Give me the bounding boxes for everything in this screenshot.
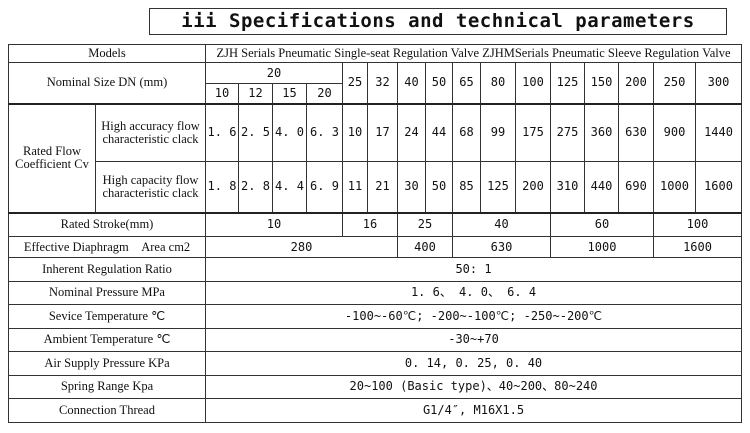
dn-value: 100 (515, 62, 551, 104)
cv-value: 50 (425, 161, 453, 213)
stroke-label: Rated Stroke(mm) (8, 211, 206, 237)
cv-value: 125 (480, 161, 516, 213)
cv-value: 1. 6 (205, 102, 239, 162)
table-row: Spring Range Kpa 20~100 (Basic type)、40~2… (8, 374, 743, 399)
cv-value: 6. 3 (306, 102, 343, 162)
cv-value: 630 (618, 102, 654, 162)
dn-value: 10 (205, 83, 239, 104)
table-row: Ambient Temperature ℃ -30~+70 (8, 327, 743, 352)
cv-value: 17 (367, 102, 398, 162)
table-row: Connection Thread G1/4″, M16X1.5 (8, 398, 743, 423)
page-title: iii Specifications and technical paramet… (149, 8, 727, 35)
dn-value: 25 (342, 62, 368, 104)
cv-type-label: High capacity flow characteristic clack (95, 161, 206, 213)
cv-label: Rated Flow Coefficient Cv (8, 102, 96, 213)
cv-value: 4. 0 (272, 102, 307, 162)
cv-value: 2. 8 (238, 161, 273, 213)
cv-type-label: High accuracy flow characteristic clack (95, 102, 206, 162)
stroke-value: 60 (550, 211, 654, 237)
param-label: Spring Range Kpa (8, 374, 206, 399)
cv-value: 1000 (653, 161, 696, 213)
cv-value: 68 (452, 102, 481, 162)
cv-value: 900 (653, 102, 696, 162)
cv-value: 310 (550, 161, 585, 213)
cv-value: 85 (452, 161, 481, 213)
param-value: 0. 14, 0. 25, 0. 40 (204, 351, 743, 376)
param-value: 20~100 (Basic type)、40~200、80~240 (204, 374, 743, 399)
cv-value: 1. 8 (205, 161, 239, 213)
dn-value: 250 (653, 62, 696, 104)
dn-value: 40 (397, 62, 426, 104)
cv-value: 6. 9 (306, 161, 343, 213)
cv-value: 690 (618, 161, 654, 213)
dn-group: 20 (205, 62, 343, 84)
models-value: ZJH Serials Pneumatic Single-seat Regula… (204, 44, 743, 63)
dn-value: 12 (238, 83, 273, 104)
cv-value: 24 (397, 102, 426, 162)
table-row: Rated Stroke(mm) 10 16 25 40 60 100 (8, 211, 743, 237)
param-label: Nominal Pressure MPa (8, 280, 206, 305)
area-value: 400 (397, 236, 453, 258)
cv-value: 175 (515, 102, 551, 162)
cv-value: 4. 4 (272, 161, 307, 213)
table-row: Nominal Size DN (mm) 20 25 32 40 50 65 80 100 125… (8, 62, 743, 104)
cv-value: 360 (584, 102, 619, 162)
table-row: Air Supply Pressure KPa 0. 14, 0. 25, 0. … (8, 351, 743, 376)
dn-value: 125 (550, 62, 585, 104)
cv-value: 30 (397, 161, 426, 213)
param-value: 1. 6、 4. 0、 6. 4 (204, 280, 743, 305)
dn-value: 32 (367, 62, 398, 104)
stroke-value: 100 (652, 211, 743, 237)
cv-value: 440 (584, 161, 619, 213)
table-row: Sevice Temperature ℃ -100~-60℃; -200~-100… (8, 304, 743, 329)
param-label: Ambient Temperature ℃ (8, 327, 206, 352)
cv-value: 1600 (694, 161, 743, 213)
cv-value: 10 (342, 102, 368, 162)
table-row: Models ZJH Serials Pneumatic Single-seat … (8, 44, 743, 63)
param-label: Connection Thread (8, 398, 206, 423)
cv-value: 2. 5 (238, 102, 273, 162)
area-value: 280 (205, 236, 398, 258)
spec-table: Models ZJH Serials Pneumatic Single-seat … (8, 44, 743, 423)
models-label: Models (8, 44, 206, 63)
dn-value: 50 (425, 62, 453, 104)
dn-value: 20 (306, 83, 343, 104)
table-row: Inherent Regulation Ratio 50: 1 (8, 257, 743, 282)
dn-value: 65 (452, 62, 481, 104)
param-value: 50: 1 (204, 257, 743, 282)
param-value: -100~-60℃; -200~-100℃; -250~-200℃ (204, 304, 743, 329)
area-label: Effective Diaphragm Area cm2 (8, 236, 206, 258)
dn-value: 300 (694, 62, 743, 104)
stroke-value: 16 (342, 211, 398, 237)
stroke-value: 10 (205, 211, 343, 237)
cv-value: 21 (367, 161, 398, 213)
cv-value: 1440 (694, 102, 743, 162)
param-value: -30~+70 (204, 327, 743, 352)
cv-value: 44 (425, 102, 453, 162)
dn-value: 200 (618, 62, 654, 104)
stroke-value: 25 (397, 211, 453, 237)
param-label: Inherent Regulation Ratio (8, 257, 206, 282)
area-value: 1600 (652, 236, 743, 258)
param-label: Sevice Temperature ℃ (8, 304, 206, 329)
cv-value: 275 (550, 102, 585, 162)
dn-label: Nominal Size DN (mm) (8, 62, 206, 104)
table-row: Rated Flow Coefficient Cv High accuracy f… (8, 102, 743, 213)
cv-value: 11 (342, 161, 368, 213)
table-row: High capacity flow characteristic clack 1… (9, 161, 743, 213)
table-row: Nominal Pressure MPa 1. 6、 4. 0、 6. 4 (8, 280, 743, 305)
table-row: Effective Diaphragm Area cm2 280 400 630 100… (8, 236, 743, 258)
cv-value: 200 (515, 161, 551, 213)
dn-value: 15 (272, 83, 307, 104)
area-value: 630 (452, 236, 551, 258)
param-value: G1/4″, M16X1.5 (204, 398, 743, 423)
cv-value: 99 (480, 102, 516, 162)
dn-value: 150 (584, 62, 619, 104)
area-value: 1000 (550, 236, 654, 258)
dn-value: 80 (480, 62, 516, 104)
stroke-value: 40 (452, 211, 551, 237)
param-label: Air Supply Pressure KPa (8, 351, 206, 376)
